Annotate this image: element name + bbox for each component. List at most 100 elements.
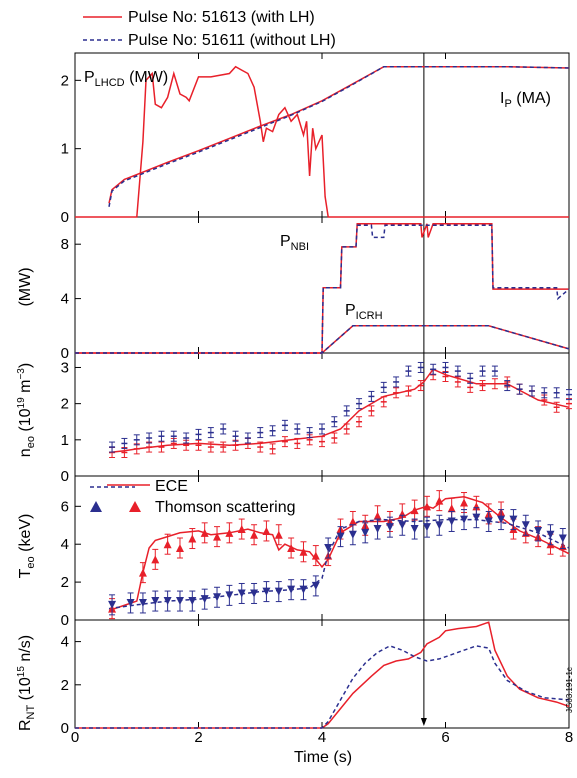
thomson-point (262, 587, 271, 596)
thomson-point (509, 515, 518, 524)
chart-marks (75, 53, 572, 729)
xaxis-label: Time (s) (294, 749, 352, 766)
thomson-point (213, 593, 222, 602)
panel-frame-5 (74, 619, 570, 729)
top-legend: Pulse No: 51613 (with LH) Pulse No: 5161… (83, 9, 336, 49)
thomson-point (410, 506, 419, 515)
xtick-label: 6 (441, 729, 449, 746)
ytick-label: 4 (61, 536, 69, 553)
thomson-point (274, 587, 283, 596)
thomson-point (385, 523, 394, 532)
thomson-point (410, 525, 419, 534)
xtick-label: 8 (565, 729, 573, 746)
thomson-point (126, 598, 135, 607)
series-line-3-0 (108, 368, 570, 454)
panel-frames (74, 52, 570, 729)
thomson-point (422, 523, 431, 532)
thomson-point (447, 517, 456, 526)
thomson-point (348, 517, 357, 526)
thomson-point (447, 504, 456, 513)
thomson-point (373, 511, 382, 520)
thomson-point (398, 521, 407, 530)
ylabel-panel-3: neo (1019 m−3) (16, 363, 37, 457)
ylabel-panel-2: (MW) (17, 267, 34, 306)
thomson-point (398, 509, 407, 518)
thomson-point (299, 585, 308, 594)
thomson-point (422, 502, 431, 511)
thomson-point (250, 589, 259, 598)
thomson-point (163, 540, 172, 549)
ytick-label: 1 (61, 141, 69, 158)
thomson-point (225, 591, 234, 600)
ytick-label: 0 (61, 720, 69, 737)
thomson-point (521, 521, 530, 530)
ytick-label: 1 (61, 432, 69, 449)
thomson-point (348, 530, 357, 539)
thomson-point (497, 515, 506, 524)
label-p-nbi: PNBI (280, 233, 309, 253)
thomson-point (460, 498, 469, 507)
thomson-point (274, 530, 283, 539)
thomson-point (188, 534, 197, 543)
thomson-point (484, 517, 493, 526)
ytick-label: 4 (61, 634, 69, 651)
ytick-label: 2 (61, 677, 69, 694)
thomson-point (213, 532, 222, 541)
thomson-point (324, 544, 333, 552)
thomson-point (460, 515, 469, 524)
thomson-point (435, 496, 444, 505)
thomson-point (287, 585, 296, 594)
thomson-point (225, 528, 234, 537)
thomson-point (138, 568, 147, 577)
thomson-point (311, 551, 320, 560)
legend-label-with-lh: Pulse No: 51613 (with LH) (128, 9, 315, 26)
ytick-label: 3 (61, 359, 69, 376)
thomson-point (472, 502, 481, 511)
ytick-label: 0 (61, 468, 69, 485)
ytick-label: 0 (61, 209, 69, 226)
thomson-point (336, 532, 345, 541)
thomson-point (188, 597, 197, 606)
thomson-point (287, 544, 296, 552)
ytick-label: 6 (61, 498, 69, 515)
thomson-point (175, 597, 184, 606)
legend-ece-label: ECE (155, 478, 188, 495)
thomson-point (299, 547, 308, 556)
thomson-point (361, 528, 370, 537)
ylabel-panel-5: RNT (1015 n/s) (16, 635, 37, 731)
ytick-label: 2 (61, 396, 69, 413)
panel-4-legend: ECE Thomson scattering (90, 478, 296, 516)
ytick-label: 2 (61, 72, 69, 89)
label-p-icrh: PICRH (345, 302, 383, 322)
series-line-2-0 (75, 223, 569, 354)
series-line-1-1 (108, 65, 570, 204)
label-p-lhcd: PLHCD (MW) (84, 69, 168, 89)
figure-id-side-text: JG03.191-1c (565, 667, 574, 713)
legend-label-without-lh: Pulse No: 51611 (without LH) (128, 32, 336, 49)
ytick-label: 8 (61, 236, 69, 253)
time-marker-arrow (420, 718, 427, 726)
ytick-label: 4 (61, 291, 69, 308)
legend-thomson-blue-marker (90, 501, 102, 512)
thomson-point (534, 526, 543, 535)
thomson-point (558, 534, 567, 543)
thomson-point (250, 530, 259, 539)
xtick-label: 0 (71, 729, 79, 746)
thomson-point (138, 598, 147, 607)
series-line-5-0 (75, 621, 570, 729)
series-line-5-1 (75, 645, 570, 729)
thomson-point (311, 581, 320, 590)
thomson-point (151, 597, 160, 606)
legend-thomson-label: Thomson scattering (155, 499, 296, 516)
ytick-label: 2 (61, 574, 69, 591)
thomson-point (200, 528, 209, 537)
ylabel-panel-4: Teo (keV) (17, 514, 37, 579)
ytick-label: 0 (61, 345, 69, 362)
thomson-point (237, 525, 246, 534)
xtick-label: 4 (318, 729, 326, 746)
thomson-point (472, 513, 481, 522)
series-line-1-0 (75, 65, 569, 218)
series-line-4-0 (108, 496, 570, 612)
